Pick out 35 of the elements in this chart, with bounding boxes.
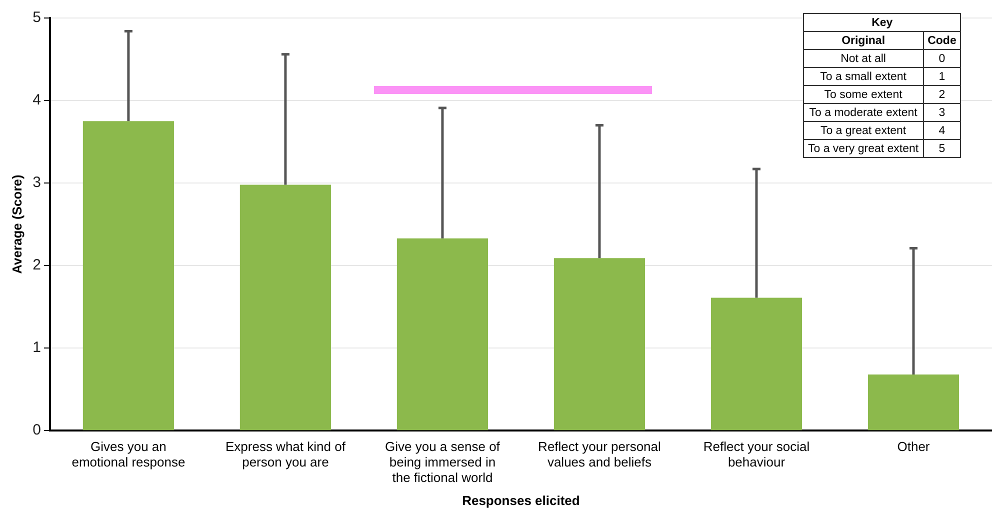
bar bbox=[710, 298, 802, 430]
annotation: 2 bbox=[923, 86, 961, 104]
annotation: To a moderate extent bbox=[804, 104, 924, 122]
y-tick-label: 4 bbox=[32, 92, 41, 109]
annotation: 3 bbox=[923, 104, 961, 122]
annotation: Original bbox=[804, 32, 924, 50]
x-axis-title: Responses elicited bbox=[462, 492, 580, 508]
annotation: 1 bbox=[923, 68, 961, 86]
x-tick-label: Reflect your social behaviour bbox=[703, 438, 810, 470]
x-tick-label: Gives you an emotional response bbox=[72, 438, 186, 470]
x-tick-label: Other bbox=[897, 438, 930, 454]
x-tick-label: Reflect your personal values and beliefs bbox=[538, 438, 662, 470]
annotation: To a very great extent bbox=[804, 140, 924, 158]
y-tick-label: 0 bbox=[32, 422, 41, 439]
annotation: 5 bbox=[923, 140, 961, 158]
annotation: To a great extent bbox=[804, 122, 924, 140]
annotation: Key bbox=[804, 14, 961, 32]
annotation: To a small extent bbox=[804, 68, 924, 86]
x-tick-label: Express what kind of person you are bbox=[225, 438, 346, 470]
bar bbox=[240, 184, 331, 430]
annotation: To some extent bbox=[804, 86, 924, 104]
y-tick-label: 1 bbox=[32, 339, 41, 356]
annotation: Code bbox=[923, 32, 961, 50]
x-tick-label: Give you a sense of being immersed in the fictional world bbox=[385, 438, 500, 486]
annotation: Not at all bbox=[804, 50, 924, 68]
y-tick-label: 2 bbox=[32, 256, 41, 274]
y-tick-label: 3 bbox=[32, 174, 41, 192]
y-axis-title: Average (Score) bbox=[9, 174, 24, 274]
bar bbox=[554, 258, 646, 430]
annotation: 0 bbox=[923, 50, 961, 68]
y-tick-label: 5 bbox=[32, 9, 41, 26]
bar bbox=[868, 374, 960, 430]
annotation: 4 bbox=[923, 122, 961, 140]
bar bbox=[82, 121, 174, 430]
bar bbox=[396, 238, 488, 430]
